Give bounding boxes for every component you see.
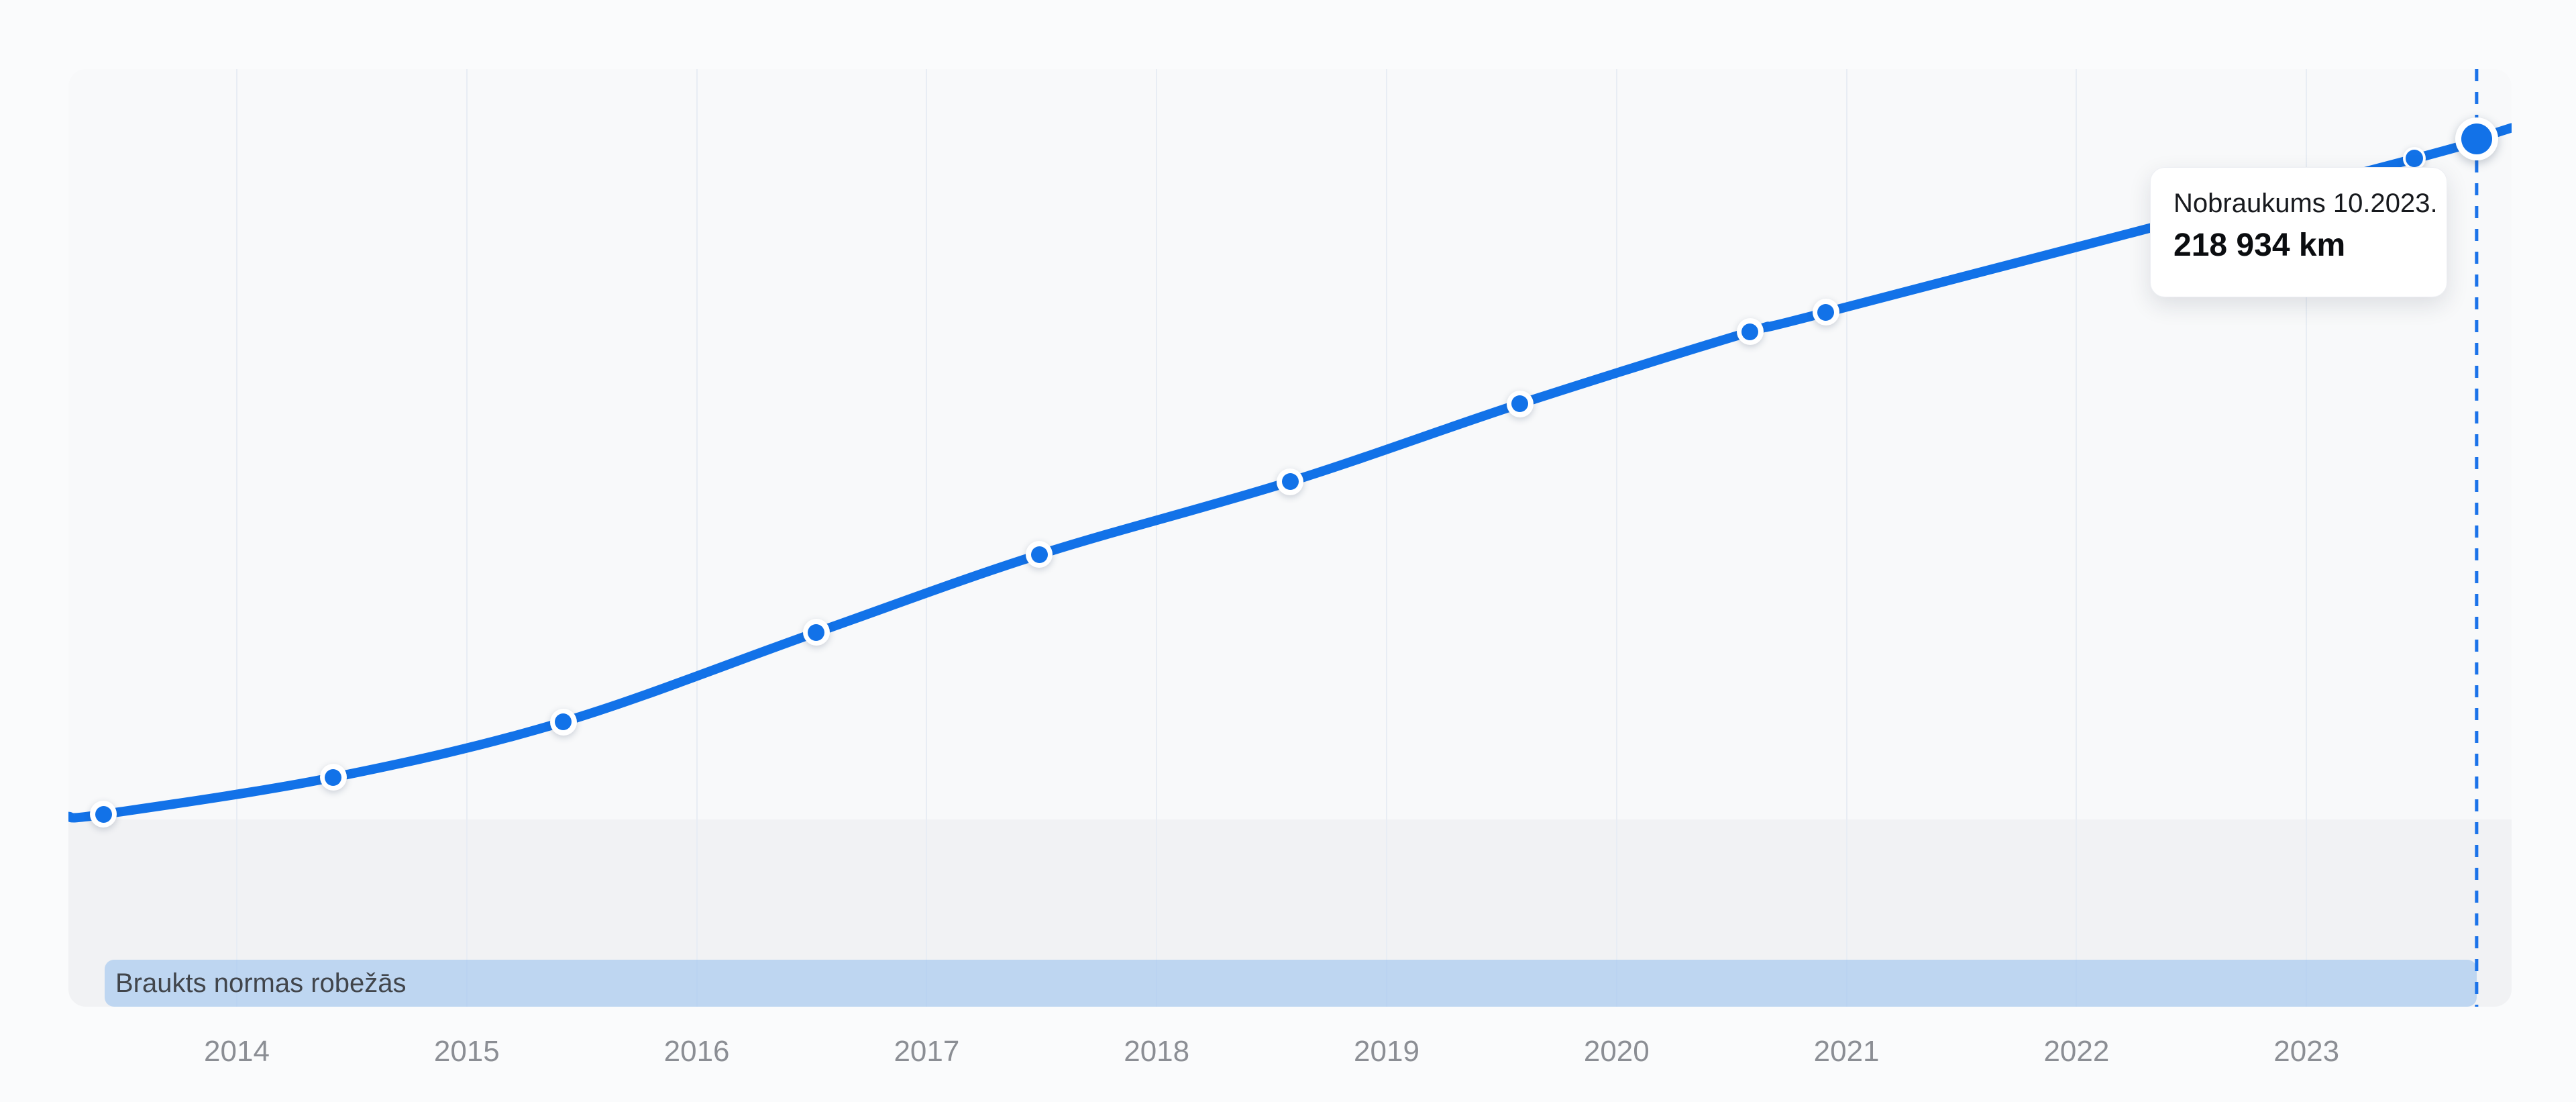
plot-area: Braukts normas robežās Nobraukums 10.202…	[68, 69, 2512, 1007]
norm-label-band	[105, 960, 2477, 1007]
active-data-point[interactable]	[2455, 117, 2498, 160]
norm-band-label: Braukts normas robežās	[115, 968, 407, 998]
x-tick-2014: 2014	[204, 1035, 270, 1068]
tooltip-value: 218 934 km	[2174, 228, 2346, 263]
gridline-2015	[466, 69, 468, 1007]
gridline-2020	[1615, 69, 1617, 1007]
data-point[interactable]	[1736, 318, 1764, 346]
x-tick-2018: 2018	[1124, 1035, 1190, 1068]
data-point-core	[1817, 303, 1835, 321]
data-point[interactable]	[802, 619, 830, 646]
x-tick-2016: 2016	[663, 1035, 730, 1068]
gridline-2021	[1845, 69, 1847, 1007]
data-point[interactable]	[319, 764, 347, 791]
data-point[interactable]	[549, 708, 577, 736]
gridline-2019	[1386, 69, 1387, 1007]
data-point[interactable]	[90, 801, 117, 828]
tooltip: Nobraukums 10.2023. 218 934 km	[2150, 167, 2447, 297]
x-tick-2022: 2022	[2043, 1035, 2110, 1068]
data-point-core	[555, 713, 572, 731]
gridline-2022	[2076, 69, 2078, 1007]
data-point-core	[2406, 150, 2424, 168]
mileage-line-layer	[68, 69, 2512, 1007]
x-tick-2020: 2020	[1583, 1035, 1650, 1068]
data-point-core	[1030, 546, 1048, 563]
x-tick-2021: 2021	[1813, 1035, 1880, 1068]
data-point[interactable]	[1812, 299, 1839, 326]
data-point-core	[1511, 395, 1529, 413]
data-point-core	[95, 805, 112, 823]
x-axis: 2014 2015 2016 2017 2018 2019 2020 2021 2022 2023	[0, 1035, 2576, 1075]
tooltip-title: Nobraukums 10.2023.	[2174, 189, 2438, 218]
gridline-2016	[696, 69, 698, 1007]
data-point-core	[2461, 123, 2492, 154]
data-point-core	[1741, 323, 1759, 340]
data-point[interactable]	[1026, 541, 1053, 568]
gridline-2023	[2306, 69, 2308, 1007]
data-point-core	[1281, 473, 1299, 491]
data-point[interactable]	[1277, 468, 1304, 495]
gridline-2018	[1156, 69, 1158, 1007]
x-tick-2015: 2015	[433, 1035, 500, 1068]
data-point[interactable]	[1506, 390, 1534, 417]
x-tick-2023: 2023	[2273, 1035, 2340, 1068]
data-point[interactable]	[2403, 147, 2426, 170]
x-tick-2017: 2017	[894, 1035, 960, 1068]
data-point-core	[808, 623, 825, 641]
gridline-2014	[236, 69, 237, 1007]
gridline-2017	[926, 69, 928, 1007]
x-tick-2019: 2019	[1354, 1035, 1419, 1068]
data-point-core	[325, 768, 342, 786]
